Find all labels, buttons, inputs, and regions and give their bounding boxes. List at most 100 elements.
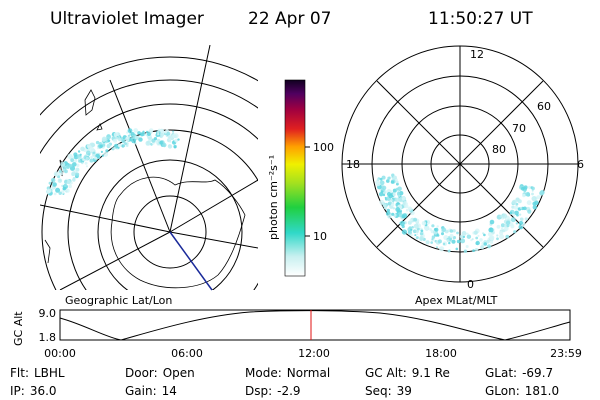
aurora-speck <box>103 151 109 157</box>
aurora-speck <box>431 238 434 241</box>
aurora-speck <box>515 222 519 225</box>
aurora-speck <box>523 189 527 193</box>
aurora-speck <box>379 199 385 205</box>
aurora-speck <box>107 139 111 143</box>
aurora-speck <box>466 234 472 239</box>
aurora-speck <box>499 215 502 218</box>
aurora-speck <box>124 142 127 146</box>
aurora-speck <box>84 161 88 165</box>
aurora-speck <box>500 227 504 230</box>
aurora-speck <box>87 145 93 150</box>
aurora-speck <box>94 156 98 160</box>
colorbar <box>284 79 306 277</box>
time-tick-label: 18:00 <box>425 347 457 360</box>
aurora-speck <box>407 230 412 235</box>
aurora-speck <box>85 150 91 156</box>
aurora-speck <box>60 161 66 167</box>
aurora-speck <box>532 201 537 206</box>
aurora-speck <box>57 175 61 179</box>
aurora-speck <box>516 213 519 217</box>
aurora-speck <box>386 189 391 193</box>
aurora-speck <box>419 235 424 241</box>
aurora-speck <box>76 163 80 167</box>
aurora-speck <box>499 231 504 236</box>
aurora-speck <box>156 130 160 134</box>
aurora-speck <box>113 146 116 150</box>
aurora-speck <box>506 224 510 228</box>
info-field: Flt: LBHL <box>10 366 65 380</box>
aurora-speck <box>524 217 528 221</box>
mlt-label: 12 <box>470 48 484 61</box>
aurora-speck <box>386 179 390 183</box>
aurora-speck <box>126 131 129 134</box>
aurora-speck <box>387 214 392 219</box>
aurora-speck <box>105 149 109 153</box>
aurora-speck <box>441 227 447 233</box>
aurora-speck <box>393 214 397 217</box>
lat-label: 60 <box>537 100 551 113</box>
aurora-speck <box>410 228 413 231</box>
aurora-speck <box>511 205 515 209</box>
aurora-speck <box>68 163 73 168</box>
aurora-speck <box>482 232 485 235</box>
aurora-speck <box>423 225 430 231</box>
info-value: 39 <box>397 384 412 398</box>
aurora-speck <box>64 169 68 174</box>
aurora-speck <box>463 249 468 253</box>
aurora-speck <box>384 196 387 199</box>
info-value: LBHL <box>34 366 65 380</box>
aurora-speck <box>396 202 400 205</box>
aurora-speck <box>81 162 84 165</box>
aurora-speck <box>106 143 111 148</box>
aurora-speck <box>107 134 110 138</box>
aurora-speck <box>402 213 408 219</box>
aurora-speck <box>165 131 171 136</box>
aurora-speck <box>386 192 392 197</box>
altitude-curve <box>59 310 571 341</box>
aurora-speck <box>433 228 437 231</box>
aurora-speck <box>146 141 149 144</box>
info-value: 181.0 <box>525 384 559 398</box>
aurora-speck <box>466 232 469 235</box>
aurora-speck <box>98 142 102 146</box>
colorbar-unit: photon cm⁻²s⁻¹ <box>267 155 280 240</box>
info-label: Gain: <box>125 384 157 398</box>
aurora-speck <box>397 186 402 192</box>
aurora-speck <box>133 128 138 133</box>
aurora-speck <box>412 229 417 234</box>
info-label: GC Alt: <box>365 366 407 380</box>
mlt-label: 0 <box>467 278 474 291</box>
aurora-speck <box>99 144 103 148</box>
aurora-speck <box>430 241 434 244</box>
aurora-speck <box>449 229 454 233</box>
aurora-speck <box>169 140 172 143</box>
aurora-speck <box>452 236 456 240</box>
aurora-speck <box>531 189 534 192</box>
aurora-speck <box>401 196 406 201</box>
aurora-speck <box>387 176 391 180</box>
aurora-speck <box>483 242 488 246</box>
aurora-speck <box>460 238 466 244</box>
colorbar-tick-label: 10 <box>313 230 327 243</box>
aurora-speck <box>407 220 412 225</box>
date: 22 Apr 07 <box>248 9 331 29</box>
aurora-speck <box>477 234 480 237</box>
aurora-speck <box>520 217 524 222</box>
aurora-speck <box>167 135 172 140</box>
info-label: Seq: <box>365 384 392 398</box>
aurora-speck <box>392 175 397 180</box>
info-label: Dsp: <box>245 384 272 398</box>
aurora-map <box>46 128 180 196</box>
aurora-speck <box>517 199 522 204</box>
aurora-speck <box>471 238 474 241</box>
aurora-speck <box>431 235 436 239</box>
aurora-speck <box>465 245 469 248</box>
aurora-speck <box>375 181 381 187</box>
aurora-speck <box>48 181 52 185</box>
aurora-speck <box>513 205 519 210</box>
time: 11:50:27 UT <box>428 9 533 29</box>
aurora-speck <box>386 208 390 213</box>
aurora-speck <box>404 204 409 209</box>
altitude-tick-label: 1.8 <box>39 331 57 344</box>
panel-label: Apex MLat/MLT <box>415 294 498 307</box>
